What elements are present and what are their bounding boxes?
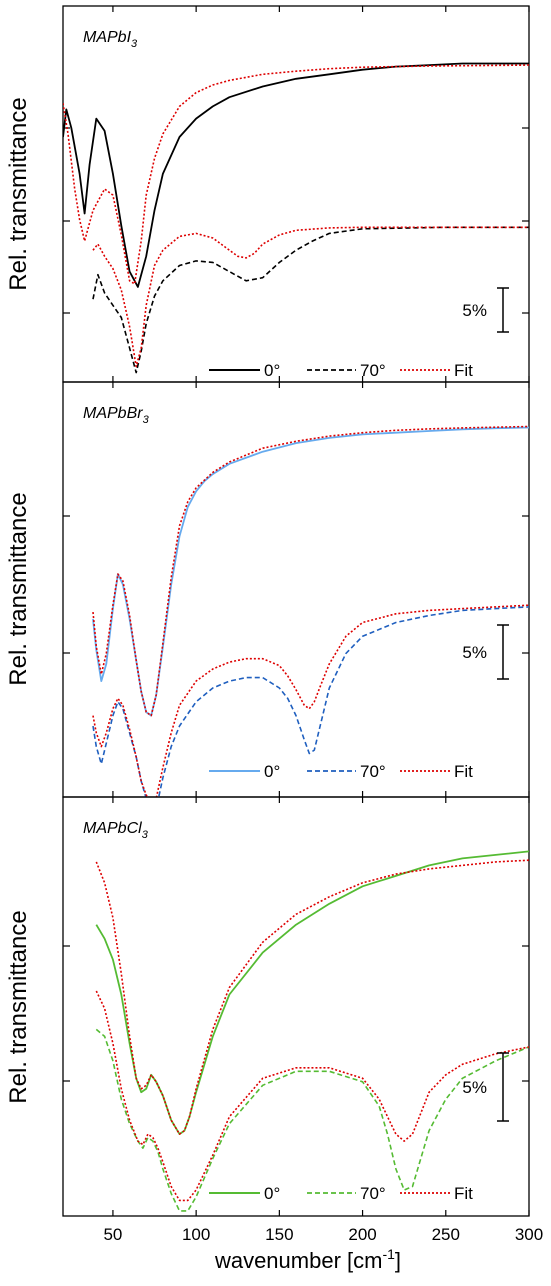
scale-bar-label: 5% xyxy=(462,1078,487,1097)
y-axis-label: Rel. transmittance xyxy=(5,492,32,685)
scale-bar-label: 5% xyxy=(462,301,487,320)
x-tick-label: 200 xyxy=(348,1225,376,1244)
legend-label: 0° xyxy=(264,361,280,380)
series-line-dotted xyxy=(92,604,529,797)
panel-title: MAPbCl3 xyxy=(83,820,149,841)
y-axis-label: Rel. transmittance xyxy=(5,97,32,290)
legend-label: Fit xyxy=(454,361,473,380)
panel-title: MAPbI3 xyxy=(83,29,138,50)
plot-frame xyxy=(62,5,530,383)
x-tick-label: 300 xyxy=(515,1225,543,1244)
panel-3: Rel. transmittance MAPbCl3 5% 0° 70° Fit xyxy=(5,796,530,1217)
series-line-dashed xyxy=(92,606,529,797)
x-tick-label: 250 xyxy=(432,1225,460,1244)
series-line-dashed xyxy=(92,226,529,374)
legend-label: 0° xyxy=(264,1184,280,1203)
series-line-dotted xyxy=(92,226,529,368)
series-line-dotted xyxy=(95,859,529,1135)
x-tick-label: 150 xyxy=(265,1225,293,1244)
panel-1: Rel. transmittance MAPbI3 5% 0° 70° Fit xyxy=(5,5,530,383)
legend-label: 70° xyxy=(360,361,386,380)
x-tick-label: 100 xyxy=(182,1225,210,1244)
x-axis-label: wavenumber [cm-1] xyxy=(214,1246,401,1273)
y-axis-label: Rel. transmittance xyxy=(5,910,32,1103)
plot-frame xyxy=(62,381,530,798)
series-line-solid xyxy=(92,426,529,717)
panel-title: MAPbBr3 xyxy=(83,405,150,426)
legend-label: 70° xyxy=(360,1184,386,1203)
series-line-dotted xyxy=(92,425,529,717)
panel-2: Rel. transmittance MAPbBr3 5% 0° 70° Fit xyxy=(5,381,530,798)
legend-label: 70° xyxy=(360,762,386,781)
legend-label: 0° xyxy=(264,762,280,781)
plot-frame xyxy=(62,796,530,1217)
legend-label: Fit xyxy=(454,1184,473,1203)
series-line-dotted xyxy=(95,990,529,1202)
scale-bar-label: 5% xyxy=(462,643,487,662)
legend-label: Fit xyxy=(454,762,473,781)
series-line-dotted xyxy=(63,64,529,285)
series-line-solid xyxy=(63,62,529,288)
x-tick-label: 50 xyxy=(103,1225,122,1244)
